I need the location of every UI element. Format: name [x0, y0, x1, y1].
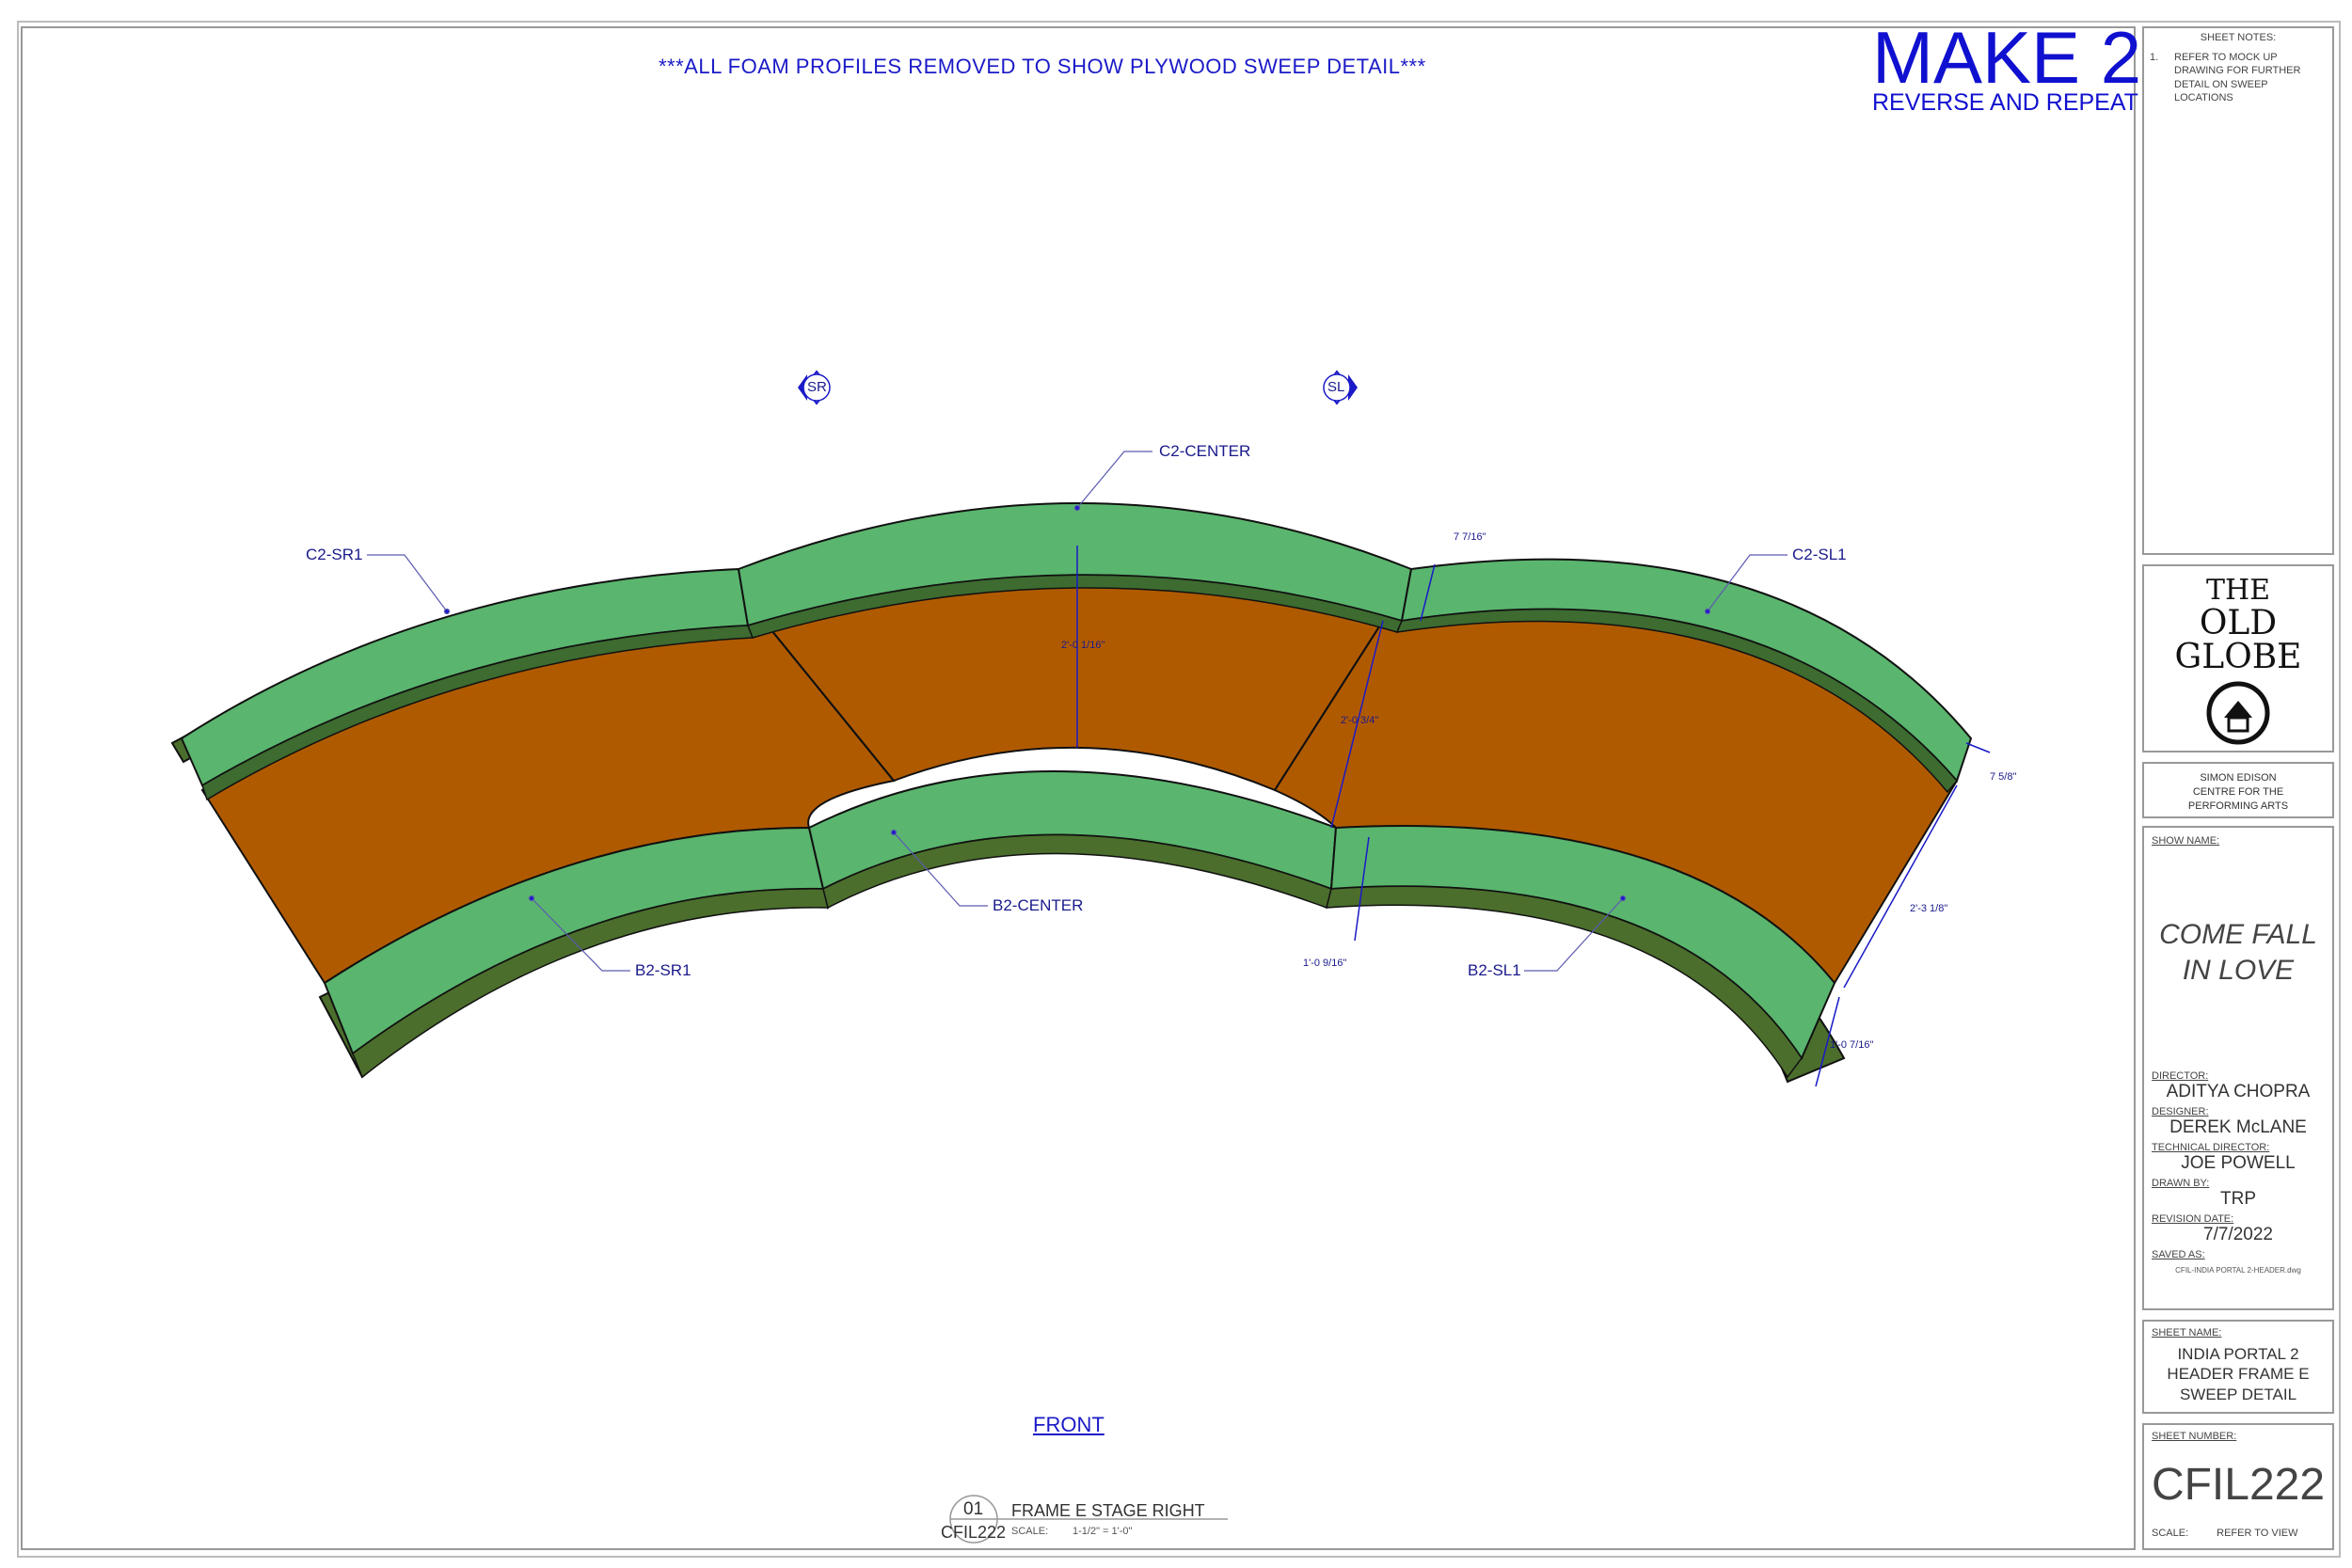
leader-lines: [367, 451, 1788, 972]
dim-top-thickness: 7 7/16": [1454, 531, 1486, 543]
old-globe-logo: THE OLD GLOBE: [2144, 574, 2332, 750]
td-label: TECHNICAL DIRECTOR:: [2152, 1142, 2270, 1153]
sheet-note: 1. REFER TO MOCK UP DRAWING FOR FURTHER …: [2144, 43, 2332, 112]
view-number: 01: [963, 1499, 984, 1519]
note-number: 1.: [2150, 52, 2159, 63]
centre-box: SIMON EDISON CENTRE FOR THE PERFORMING A…: [2142, 762, 2334, 818]
director-name: ADITYA CHOPRA: [2166, 1082, 2311, 1101]
sheet-notes-header: SHEET NOTES:: [2200, 32, 2277, 43]
sheet-name-box: SHEET NAME: INDIA PORTAL 2 HEADER FRAME …: [2142, 1320, 2334, 1414]
show-name-label: SHOW NAME:: [2152, 835, 2220, 847]
centre-name: SIMON EDISON CENTRE FOR THE PERFORMING A…: [2187, 772, 2289, 812]
td-name: JOE POWELL: [2181, 1153, 2296, 1173]
label-c2-sr1: C2-SR1: [306, 546, 363, 563]
designer-label: DESIGNER:: [2152, 1106, 2209, 1117]
dim-bottom-left: 1'-0 9/16": [1303, 958, 1347, 969]
title-block: SHEET NOTES: 1. REFER TO MOCK UP DRAWING…: [2137, 26, 2341, 1550]
show-info-box: SHOW NAME: COME FALL IN LOVE DIRECTOR: A…: [2142, 826, 2334, 1310]
label-b2-sr1: B2-SR1: [635, 961, 691, 979]
view-bubble: [949, 1495, 1228, 1544]
saved-as-file: CFIL-INDIA PORTAL 2-HEADER.dwg: [2175, 1266, 2301, 1275]
logo-line-1: THE: [2205, 574, 2271, 607]
plywood-sweep: [200, 575, 1959, 985]
dim-right-thickness: 7 5/8": [1990, 771, 2017, 783]
sheet-number: CFIL222: [2151, 1460, 2326, 1510]
sheet-border: [17, 21, 2341, 1558]
sheet-notes-box: SHEET NOTES: 1. REFER TO MOCK UP DRAWING…: [2142, 26, 2334, 555]
drawn-by: TRP: [2220, 1189, 2256, 1209]
bottom-foam: [323, 770, 1836, 1079]
label-b2-center: B2-CENTER: [993, 896, 1084, 914]
make-subtitle: REVERSE AND REPEAT: [1872, 89, 2138, 116]
designer-name: DEREK McLANE: [2169, 1117, 2307, 1137]
scale-row: SCALE: REFER TO VIEW: [2152, 1528, 2332, 1539]
top-note: ***ALL FOAM PROFILES REMOVED TO SHOW PLY…: [659, 55, 1426, 78]
view-sheet-ref: CFIL222: [941, 1523, 1007, 1542]
label-b2-sl1: B2-SL1: [1468, 961, 1521, 979]
scale-label: SCALE:: [2152, 1528, 2189, 1539]
front-label: FRONT: [1033, 1413, 1104, 1436]
sl-marker-label: SL: [1327, 379, 1345, 395]
globe-emblem-icon: [2206, 681, 2270, 745]
logo-line-2: OLD: [2199, 604, 2278, 642]
scale-value: REFER TO VIEW: [2217, 1528, 2298, 1539]
view-title: FRAME E STAGE RIGHT: [1011, 1501, 1205, 1520]
dim-right-span: 2'-3 1/8": [1910, 903, 1948, 914]
sr-marker: [798, 370, 831, 405]
drawn-by-label: DRAWN BY:: [2152, 1178, 2210, 1189]
director-label: DIRECTOR:: [2152, 1070, 2209, 1082]
make-count: MAKE 2: [1872, 16, 2142, 99]
note-text: REFER TO MOCK UP DRAWING FOR FURTHER DET…: [2174, 52, 2301, 103]
revision-date: 7/7/2022: [2203, 1225, 2273, 1244]
label-c2-sl1: C2-SL1: [1792, 546, 1847, 563]
saved-as-label: SAVED AS:: [2152, 1249, 2205, 1260]
view-scale-label: SCALE:: [1011, 1526, 1049, 1537]
drawing-area: [21, 26, 2136, 1550]
logo-box: THE OLD GLOBE: [2142, 564, 2334, 752]
logo-line-3: GLOBE: [2174, 638, 2302, 676]
sheet-name-label: SHEET NAME:: [2152, 1327, 2222, 1338]
show-name: COME FALL IN LOVE: [2159, 919, 2317, 986]
label-c2-center: C2-CENTER: [1159, 442, 1251, 460]
revision-label: REVISION DATE:: [2152, 1213, 2234, 1225]
dim-bottom-right: 1'-0 7/16": [1830, 1039, 1874, 1051]
sheet-number-label: SHEET NUMBER:: [2152, 1431, 2237, 1442]
sr-marker-label: SR: [807, 379, 827, 395]
dim-sl-depth: 2'-0 3/4": [1341, 715, 1379, 726]
sheet-name: INDIA PORTAL 2 HEADER FRAME E SWEEP DETA…: [2167, 1345, 2310, 1403]
sheet-number-box: SHEET NUMBER: CFIL222 SCALE: REFER TO VI…: [2142, 1423, 2334, 1550]
dim-center-depth: 2'-0 1/16": [1061, 640, 1105, 651]
sl-marker: [1323, 370, 1358, 405]
view-scale-value: 1-1/2" = 1'-0": [1073, 1526, 1133, 1537]
dimension-lines: [1076, 546, 1991, 1087]
top-foam: [180, 502, 1973, 801]
